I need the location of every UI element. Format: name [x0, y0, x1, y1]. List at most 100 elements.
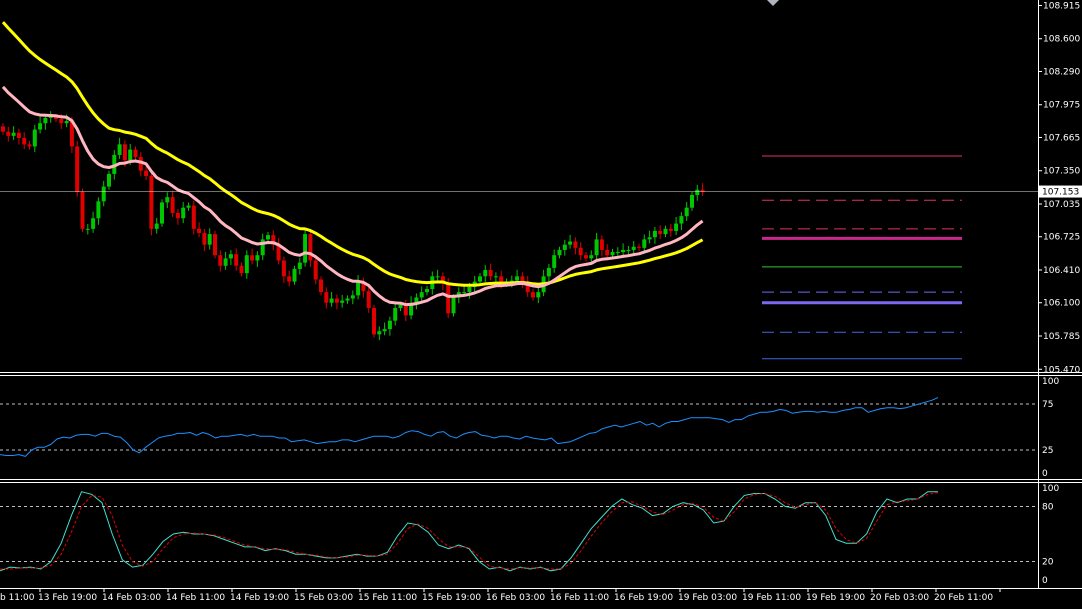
candle-body	[175, 212, 180, 219]
candle-body	[467, 286, 472, 293]
candle-body	[387, 320, 392, 330]
candle-body	[27, 144, 32, 147]
candle-body	[228, 254, 233, 259]
price-tick-label: 105.470	[1043, 365, 1080, 375]
candle-body	[615, 252, 620, 254]
oscillator-1-panel: 100 75 25 0	[0, 377, 1059, 479]
candle-body	[361, 281, 366, 292]
candle-body	[308, 234, 313, 261]
candle-body	[425, 289, 429, 293]
candle-body	[674, 223, 679, 231]
price-tick-label: 107.975	[1043, 101, 1080, 111]
candle-body	[340, 300, 345, 303]
oscillator-tick-label: 20	[1042, 558, 1054, 568]
candle-body	[700, 189, 705, 192]
navigation-marker-icon[interactable]	[767, 0, 779, 6]
candle-body	[149, 176, 154, 229]
candle-body	[483, 270, 488, 277]
candle-body	[91, 218, 96, 229]
price-panel	[0, 21, 1038, 360]
candle-body	[313, 260, 318, 280]
time-tick-label: 14 Feb 19:00	[230, 593, 289, 603]
candle-body	[276, 244, 281, 261]
candle-body	[38, 123, 43, 130]
candle-body	[234, 254, 239, 266]
candle-body	[520, 276, 525, 282]
oscillator-tick-label: 75	[1042, 400, 1053, 410]
candle-body	[610, 252, 615, 256]
candle-body	[562, 244, 567, 250]
candle-body	[440, 276, 445, 284]
candle-body	[393, 308, 398, 321]
candle-body	[573, 241, 578, 248]
candle-body	[525, 281, 530, 293]
candle-body	[451, 297, 456, 314]
candle-body	[271, 235, 276, 245]
candle-body	[107, 173, 111, 187]
candle-body	[684, 207, 689, 217]
candle-body	[133, 149, 138, 158]
candle-body	[303, 234, 308, 263]
candle-body	[499, 276, 504, 284]
candle-body	[54, 116, 58, 119]
candle-body	[695, 189, 700, 196]
candle-body	[128, 149, 133, 161]
stochastic-signal-line	[0, 492, 939, 570]
candle-body	[345, 298, 350, 301]
time-tick-label: 16 Feb 03:00	[486, 593, 545, 603]
price-tick-label: 108.600	[1043, 35, 1080, 45]
oscillator-tick-label: 0	[1042, 576, 1048, 586]
current-price-label: 107.153	[1042, 188, 1079, 198]
candle-body	[515, 276, 520, 281]
candle-body	[584, 255, 588, 259]
candle-body	[531, 292, 535, 298]
oscillator-tick-label: 80	[1042, 502, 1054, 512]
oscillator-tick-label: 100	[1042, 377, 1059, 387]
time-tick-label: 16 Feb 19:00	[614, 593, 673, 603]
candle-body	[594, 239, 599, 256]
price-tick-label: 105.785	[1043, 332, 1080, 342]
candle-body	[356, 281, 361, 296]
time-tick-label: 16 Feb 11:00	[550, 593, 609, 603]
candle-body	[578, 247, 583, 256]
time-tick-label: 15 Feb 19:00	[422, 593, 481, 603]
candle-body	[493, 276, 498, 278]
candle-body	[32, 129, 37, 147]
candle-body	[207, 234, 212, 245]
moving-average-slow	[1, 21, 704, 287]
candle-body	[239, 265, 244, 274]
oscillator-tick-label: 0	[1042, 469, 1048, 479]
candle-body	[637, 246, 641, 248]
candle-body	[679, 216, 684, 224]
time-tick-label: 14 Feb 11:00	[166, 593, 225, 603]
candle-body	[165, 197, 170, 203]
candle-body	[668, 228, 673, 231]
candle-body	[281, 260, 286, 277]
stochastic-main-line	[0, 491, 938, 572]
candle-body	[658, 230, 663, 235]
candle-body	[536, 292, 541, 298]
candle-body	[509, 280, 514, 282]
candle-body	[186, 205, 191, 208]
candle-body	[377, 331, 382, 335]
price-tick-label: 108.290	[1043, 67, 1080, 77]
candle-body	[255, 255, 260, 261]
candle-body	[260, 239, 265, 256]
oscillator-tick-label: 100	[1042, 484, 1059, 494]
candle-body	[80, 191, 85, 229]
candle-body	[218, 255, 223, 266]
candle-body	[85, 228, 90, 230]
candle-body	[334, 298, 339, 303]
time-tick-label: 15 Feb 03:00	[294, 593, 353, 603]
candle-body	[122, 144, 127, 161]
candle-body	[191, 205, 196, 229]
candle-body	[419, 292, 424, 298]
price-tick-label: 107.350	[1043, 167, 1080, 177]
candle-body	[1, 126, 5, 132]
time-tick-label: 19 Feb 11:00	[742, 593, 801, 603]
candle-body	[652, 230, 657, 238]
candle-body	[154, 223, 159, 229]
candle-body	[197, 228, 202, 234]
